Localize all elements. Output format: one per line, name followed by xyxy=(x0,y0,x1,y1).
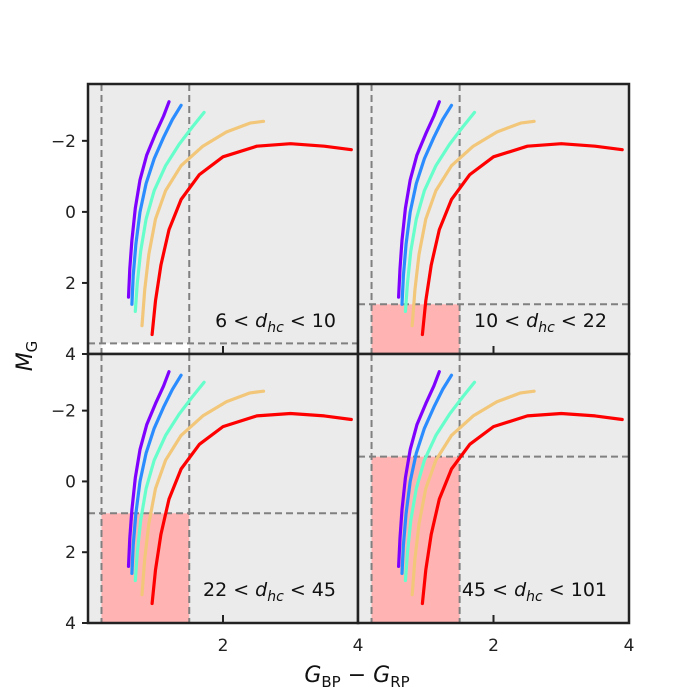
panel-label-var: d xyxy=(514,579,527,601)
selection-box xyxy=(371,304,460,354)
panel-label: 22 < dhc < 45 xyxy=(203,579,336,605)
panel-content xyxy=(88,84,358,354)
panel-label: 6 < dhc < 10 xyxy=(215,310,336,336)
panel-2: 10 < dhc < 22 xyxy=(356,82,631,356)
track-4-line xyxy=(410,119,536,328)
panel-label-upper: < 101 xyxy=(543,579,607,601)
x-axis-title-g2: G xyxy=(373,663,390,688)
x-axis-title-minus: − xyxy=(341,663,373,688)
y-axis-title-m: M xyxy=(13,352,38,371)
track-2-line xyxy=(400,103,454,306)
panel-content xyxy=(358,84,629,354)
panel-3: 22 < dhc < 45 xyxy=(82,352,360,625)
excluded-region xyxy=(358,84,629,354)
y-tick-label: −2 xyxy=(51,402,76,422)
panel-label: 10 < dhc < 22 xyxy=(474,310,607,336)
panel-label-lower: 10 < xyxy=(474,310,526,332)
y-axis-title: MG xyxy=(13,341,41,372)
track-4-line xyxy=(410,389,536,597)
y-tick-label: 2 xyxy=(65,543,76,563)
excluded-region xyxy=(358,354,629,623)
track-2-line xyxy=(400,373,454,576)
x-tick-label: 4 xyxy=(624,636,635,656)
track-2-line xyxy=(130,103,183,306)
x-axis-title-sub1: BP xyxy=(321,673,340,691)
track-4-line xyxy=(140,389,266,597)
track-3-line xyxy=(403,110,477,313)
y-tick-label: −2 xyxy=(51,132,76,152)
panel-label-var: d xyxy=(255,579,268,601)
y-tick-label: 0 xyxy=(65,472,76,492)
panel-label-sub: hc xyxy=(526,589,543,605)
track-1-line xyxy=(126,100,171,299)
panel-label-sub: hc xyxy=(267,589,284,605)
panel-label-var: d xyxy=(255,310,268,332)
x-tick-label: 2 xyxy=(218,636,229,656)
panel-label: 45 < dhc < 101 xyxy=(462,579,607,605)
track-3-line xyxy=(403,380,477,583)
track-1-line xyxy=(397,100,441,299)
y-tick-label: 2 xyxy=(65,274,76,294)
panel-label-var: d xyxy=(526,310,539,332)
panel-label-upper: < 45 xyxy=(284,579,336,601)
track-1-line xyxy=(126,370,171,569)
panel-label-sub: hc xyxy=(538,320,555,336)
x-tick-label: 4 xyxy=(353,636,364,656)
y-tick-label: 4 xyxy=(65,614,76,634)
panel-label-upper: < 22 xyxy=(555,310,607,332)
track-5-line xyxy=(150,142,353,337)
track-1-line xyxy=(397,370,441,569)
panel-label-lower: 6 < xyxy=(215,310,255,332)
track-3-line xyxy=(133,110,206,313)
track-3-line xyxy=(133,380,206,583)
x-axis-title: GBP − GRP xyxy=(304,663,409,691)
x-axis-title-sub2: RP xyxy=(390,673,409,691)
panel-1: 6 < dhc < 10 xyxy=(82,82,360,356)
excluded-region xyxy=(88,84,358,354)
track-5-line xyxy=(420,411,624,606)
panel-label-upper: < 10 xyxy=(284,310,336,332)
panel-4: 45 < dhc < 101 xyxy=(356,352,631,625)
x-axis-title-g1: G xyxy=(304,663,321,688)
panel-label-lower: 22 < xyxy=(203,579,255,601)
track-5-line xyxy=(150,411,353,606)
y-tick-label: 0 xyxy=(65,203,76,223)
panel-content xyxy=(358,354,629,623)
excluded-region xyxy=(88,354,358,623)
axis-layer: −2 0 2 4 −2 0 2 4 2 4 2 4 xyxy=(51,132,634,656)
track-4-line xyxy=(140,119,266,328)
x-tick-label: 2 xyxy=(488,636,499,656)
panel-label-lower: 45 < xyxy=(462,579,514,601)
panel-label-sub: hc xyxy=(267,320,284,336)
panel-content xyxy=(88,354,358,623)
track-5-line xyxy=(420,142,624,337)
y-axis-title-sub: G xyxy=(23,341,41,353)
track-2-line xyxy=(130,373,183,576)
y-tick-label: 4 xyxy=(65,345,76,365)
